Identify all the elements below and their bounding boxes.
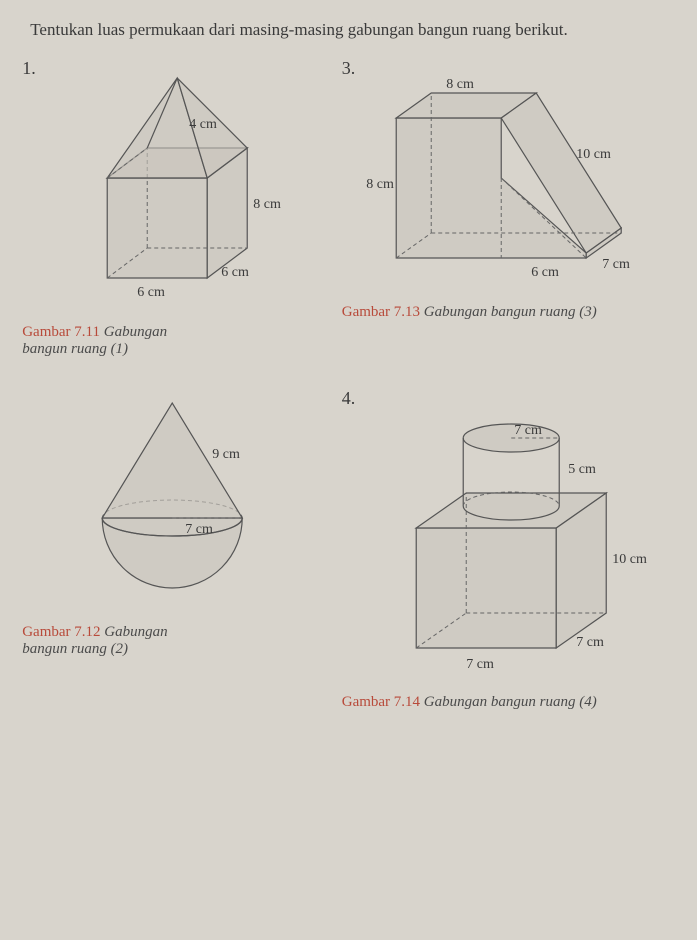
figure-3-svg: 8 cm 8 cm 10 cm 6 cm 7 cm [346,58,666,298]
fig3-caption-name: Gabungan bangun ruang (3) [424,304,597,320]
fig3-depth-label: 7 cm [602,257,630,272]
fig1-caption-line2: bangun ruang (1) [22,341,128,357]
fig3-base-ext-label: 6 cm [531,265,559,280]
fig1-caption-ref: Gambar 7.11 [22,324,100,340]
instruction-text: Tentukan luas permukaan dari masing-masi… [22,20,671,40]
figure-4-caption: Gambar 7.14 Gabungan bangun ruang (4) [342,694,671,711]
fig2-radius-label: 7 cm [185,522,213,537]
fig4-cyl-r-label: 7 cm [514,423,542,438]
fig2-caption-line2: bangun ruang (2) [22,641,128,657]
fig1-front-d-label: 6 cm [221,265,249,280]
fig1-front-w-label: 6 cm [137,285,165,300]
figure-1-number: 1. [22,58,36,79]
figure-grid: 1. [22,58,671,711]
fig4-caption-ref: Gambar 7.14 [342,694,420,710]
figure-3-caption: Gambar 7.13 Gabungan bangun ruang (3) [342,304,671,321]
figure-4-number: 4. [342,388,356,409]
fig4-cube-w-label: 7 cm [466,657,494,672]
fig2-slant-label: 9 cm [212,447,240,462]
fig2-caption-ref: Gambar 7.12 [22,624,100,640]
figure-4-svg: 7 cm 5 cm 10 cm 7 cm 7 cm [356,388,656,688]
fig4-cube-d-label: 7 cm [576,635,604,650]
figure-2-caption: Gambar 7.12 Gabungan bangun ruang (2) [22,624,322,658]
figure-2-cell: 7 cm 9 cm Gambar 7.12 Gabungan bangun ru… [22,388,322,711]
figure-3-cell: 3. 8 cm [342,58,671,358]
fig2-caption-name: Gabungan [104,624,167,640]
figure-1-cell: 1. [22,58,322,358]
fig3-caption-ref: Gambar 7.13 [342,304,420,320]
fig4-cyl-h-label: 5 cm [568,462,596,477]
fig4-cube-h-label: 10 cm [612,552,647,567]
figure-2-svg: 7 cm 9 cm [62,388,282,618]
fig1-caption-name: Gabungan [104,324,167,340]
figure-1-caption: Gambar 7.11 Gabungan bangun ruang (1) [22,324,322,358]
fig1-side-height-label: 8 cm [253,197,281,212]
fig3-slope-label: 10 cm [576,147,611,162]
fig1-top-edge-label: 4 cm [189,117,217,132]
figure-3-number: 3. [342,58,356,79]
figure-4-cell: 4. [342,388,671,711]
fig3-height-label: 8 cm [366,177,394,192]
fig3-top-w-label: 8 cm [446,77,474,92]
figure-1-svg: 4 cm 8 cm 6 cm 6 cm [57,58,287,318]
fig4-caption-name: Gabungan bangun ruang (4) [424,694,597,710]
